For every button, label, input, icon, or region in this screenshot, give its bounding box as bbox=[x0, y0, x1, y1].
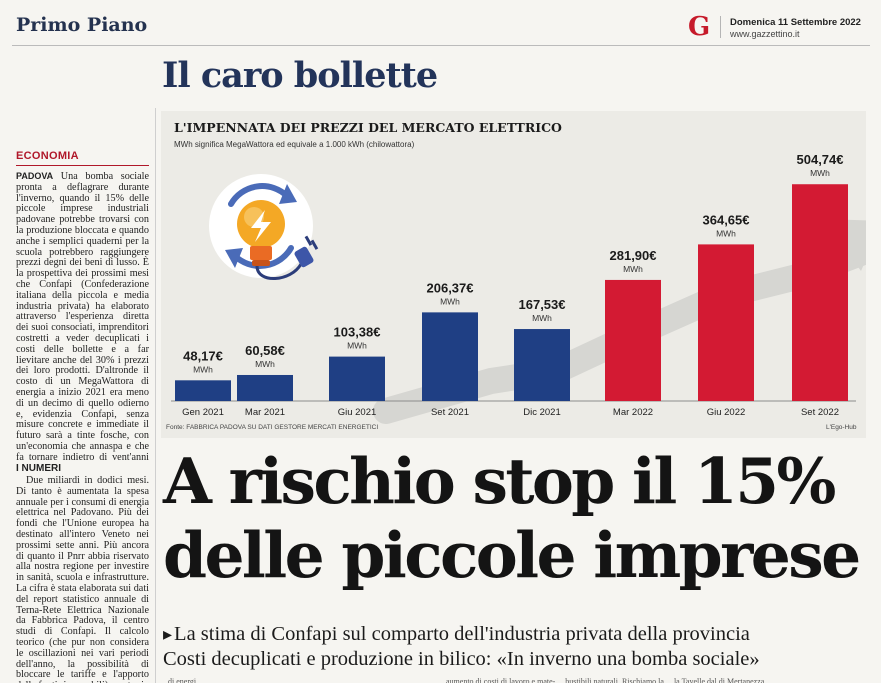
subhead-text-1: La stima di Confapi sul comparto dell'in… bbox=[174, 623, 750, 645]
subhead-arrow-icon: ▸ bbox=[163, 624, 173, 644]
category-label-5: Mar 2022 bbox=[613, 407, 653, 418]
headline-line-2: delle piccole imprese bbox=[163, 518, 861, 592]
bar-3 bbox=[422, 312, 478, 401]
subhead-line-2: Costi decuplicati e produzione in bilico… bbox=[163, 648, 760, 670]
category-label-0: Gen 2021 bbox=[182, 407, 224, 418]
dateline: PADOVA bbox=[16, 171, 54, 181]
gazzettino-logo: G bbox=[688, 12, 711, 42]
cropped-text-right: aumento di costi di lavoro e mate- ... b… bbox=[446, 677, 765, 683]
category-label-1: Mar 2021 bbox=[245, 407, 285, 418]
headline-line-1: A rischio stop il 15% bbox=[163, 444, 836, 518]
category-label-7: Set 2022 bbox=[801, 407, 839, 418]
section-label: ECONOMIA bbox=[16, 150, 79, 162]
unit-label-3: MWh bbox=[440, 296, 460, 306]
section-label-rule bbox=[16, 165, 149, 166]
chart-credit: L'Ego-Hub bbox=[826, 424, 857, 431]
unit-label-7: MWh bbox=[810, 168, 830, 178]
bar-5 bbox=[605, 279, 661, 401]
value-label-2: 103,38€ bbox=[334, 325, 381, 340]
bar-2 bbox=[329, 356, 385, 401]
bar-1 bbox=[237, 374, 293, 401]
chart-title: L'IMPENNATA DEI PREZZI DEL MERCATO ELETT… bbox=[174, 120, 562, 135]
unit-label-1: MWh bbox=[255, 359, 275, 369]
header-rule bbox=[12, 45, 870, 46]
unit-label-6: MWh bbox=[716, 228, 736, 238]
bar-6 bbox=[698, 244, 754, 401]
chart-source: Fonte: FABBRICA PADOVA SU DATI GESTORE M… bbox=[166, 424, 379, 431]
article-subheading: I NUMERI bbox=[16, 463, 61, 474]
unit-label-0: MWh bbox=[193, 364, 213, 374]
value-label-7: 504,74€ bbox=[797, 152, 844, 167]
bar-7 bbox=[792, 184, 848, 401]
header-divider bbox=[720, 16, 721, 38]
unit-label-5: MWh bbox=[623, 264, 643, 274]
value-label-1: 60,58€ bbox=[245, 343, 285, 358]
cropped-text-left: di energi bbox=[168, 677, 197, 683]
unit-label-4: MWh bbox=[532, 313, 552, 323]
category-label-6: Giu 2022 bbox=[707, 407, 746, 418]
category-label-2: Giu 2021 bbox=[338, 407, 377, 418]
chart-subtitle: MWh significa MegaWattora ed equivale a … bbox=[174, 140, 415, 149]
value-label-4: 167,53€ bbox=[519, 297, 566, 312]
subhead-line-1: ▸La stima di Confapi sul comparto dell'i… bbox=[163, 622, 750, 646]
issue-date: Domenica 11 Settembre 2022 bbox=[730, 17, 861, 28]
value-label-0: 48,17€ bbox=[183, 348, 223, 363]
category-label-3: Set 2021 bbox=[431, 407, 469, 418]
value-label-3: 206,37€ bbox=[427, 280, 474, 295]
unit-label-2: MWh bbox=[347, 341, 367, 351]
article-text-1: Una bomba sociale pronta a deflagrare du… bbox=[16, 171, 149, 460]
category-label-4: Dic 2021 bbox=[523, 407, 561, 418]
bar-4 bbox=[514, 329, 570, 401]
article-paragraph-1: PADOVA Una bomba sociale pronta a deflag… bbox=[16, 171, 149, 460]
article-paragraph-2: Due miliardi in dodici mesi. Di tanto è … bbox=[16, 476, 149, 683]
column-divider bbox=[155, 108, 156, 683]
bar-0 bbox=[175, 380, 231, 401]
lightbulb-plug-icon bbox=[209, 174, 319, 280]
value-label-6: 364,65€ bbox=[703, 212, 750, 227]
value-label-5: 281,90€ bbox=[610, 248, 657, 263]
section-title: Primo Piano bbox=[16, 14, 148, 36]
website-link[interactable]: www.gazzettino.it bbox=[730, 29, 800, 39]
kicker-title: Il caro bollette bbox=[162, 55, 438, 96]
